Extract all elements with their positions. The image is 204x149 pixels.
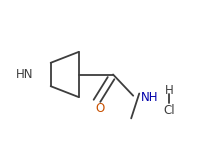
Text: Cl: Cl	[164, 104, 175, 117]
Text: O: O	[95, 102, 105, 115]
Text: HN: HN	[16, 68, 33, 81]
Text: H: H	[165, 84, 174, 97]
Text: NH: NH	[141, 91, 159, 104]
